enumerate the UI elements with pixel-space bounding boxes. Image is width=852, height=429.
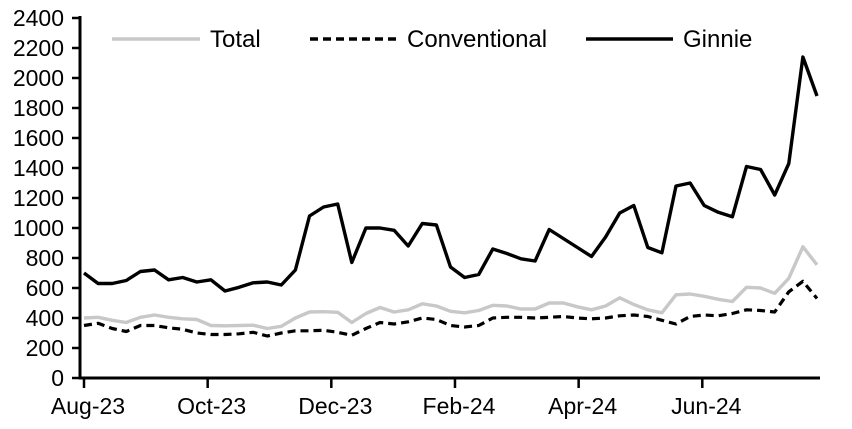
x-tick-label: Jun-24 bbox=[671, 393, 742, 419]
y-tick-label: 1400 bbox=[13, 155, 64, 181]
y-tick-label: 0 bbox=[51, 365, 64, 391]
y-tick-label: 2400 bbox=[13, 5, 64, 31]
y-tick-label: 1600 bbox=[13, 125, 64, 151]
y-tick-label: 1200 bbox=[13, 185, 64, 211]
x-tick-label: Oct-23 bbox=[177, 393, 246, 419]
x-tick-label: Apr-24 bbox=[548, 393, 617, 419]
series-line-conventional bbox=[83, 279, 819, 338]
y-tick-label: 800 bbox=[26, 245, 64, 271]
series-line-total bbox=[83, 245, 819, 331]
legend-label-total: Total bbox=[210, 26, 261, 53]
legend-label-ginnie: Ginnie bbox=[683, 26, 752, 53]
y-tick-label: 400 bbox=[26, 305, 64, 331]
x-tick-label: Feb-24 bbox=[423, 393, 496, 419]
y-tick-label: 1000 bbox=[13, 215, 64, 241]
series-line-ginnie bbox=[82, 55, 819, 293]
legend-label-conventional: Conventional bbox=[407, 26, 547, 53]
y-tick-label: 2200 bbox=[13, 35, 64, 61]
y-tick-label: 2000 bbox=[13, 65, 64, 91]
y-tick-label: 1800 bbox=[13, 95, 64, 121]
x-tick-label: Aug-23 bbox=[51, 393, 125, 419]
y-tick-label: 200 bbox=[26, 335, 64, 361]
x-tick-label: Dec-23 bbox=[298, 393, 372, 419]
y-tick-label: 600 bbox=[26, 275, 64, 301]
